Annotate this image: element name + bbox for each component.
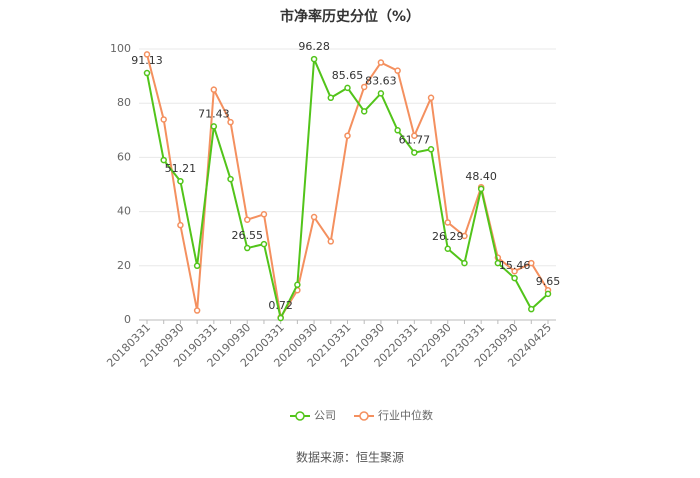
point [528, 305, 535, 313]
legend-item: 公司 [290, 409, 336, 422]
point [461, 259, 468, 267]
point [227, 175, 234, 183]
data-label: 51.21 [165, 162, 197, 175]
point [327, 94, 335, 102]
point [461, 232, 468, 240]
point [227, 118, 234, 126]
y-tick-label: 60 [117, 150, 131, 163]
data-label: 26.55 [232, 229, 264, 242]
point [444, 245, 451, 253]
y-tick-label: 100 [110, 42, 131, 55]
data-label: 48.40 [465, 170, 497, 183]
point [494, 259, 502, 267]
point [177, 177, 184, 185]
point [143, 69, 151, 77]
point [193, 307, 201, 314]
series-line [146, 58, 549, 321]
legend-swatch [295, 411, 305, 421]
point [360, 83, 368, 91]
chart-title: 市净率历史分位（%） [280, 8, 420, 25]
point [160, 156, 167, 164]
data-label: 0.72 [268, 299, 293, 312]
point [277, 314, 284, 322]
data-label: 91.13 [131, 54, 163, 67]
point [528, 259, 535, 267]
point [260, 211, 268, 218]
point [193, 262, 201, 270]
source: 数据来源：恒生聚源 [296, 450, 404, 465]
data-label: 71.43 [198, 107, 230, 120]
point [344, 132, 351, 139]
point [394, 127, 401, 134]
legend-item: 行业中位数 [354, 408, 433, 422]
point [310, 55, 318, 63]
point [327, 238, 335, 245]
y-tick-label: 0 [124, 313, 131, 326]
point [344, 84, 351, 92]
data-label: 96.28 [298, 40, 330, 53]
legend-swatch [359, 411, 369, 421]
y-tick-label: 80 [117, 96, 131, 109]
point [177, 221, 184, 229]
point [143, 51, 151, 58]
point [511, 274, 518, 282]
point [294, 281, 301, 289]
y-tick-label: 40 [117, 205, 131, 218]
data-label: 85.65 [332, 69, 364, 82]
point [244, 216, 251, 223]
legend-label: 公司 [314, 409, 336, 422]
data-label: 83.63 [365, 74, 397, 87]
legend-label: 行业中位数 [378, 408, 433, 422]
point [427, 94, 435, 102]
data-label: 9.65 [536, 275, 561, 288]
point [544, 290, 552, 298]
point [427, 146, 435, 153]
y-tick-label: 20 [117, 259, 131, 272]
data-label: 15.46 [499, 259, 531, 272]
point [160, 116, 167, 123]
point [377, 90, 385, 97]
point [260, 240, 268, 248]
data-label: 26.29 [432, 230, 464, 243]
point [444, 219, 451, 226]
point [244, 244, 251, 252]
point [411, 132, 418, 139]
point [477, 185, 485, 193]
point [377, 59, 385, 66]
data-label: 61.77 [399, 134, 431, 147]
point [394, 67, 401, 74]
point [210, 123, 218, 130]
point [511, 267, 518, 275]
point [210, 86, 218, 93]
point [310, 213, 318, 221]
point [411, 149, 418, 156]
point [360, 108, 368, 115]
